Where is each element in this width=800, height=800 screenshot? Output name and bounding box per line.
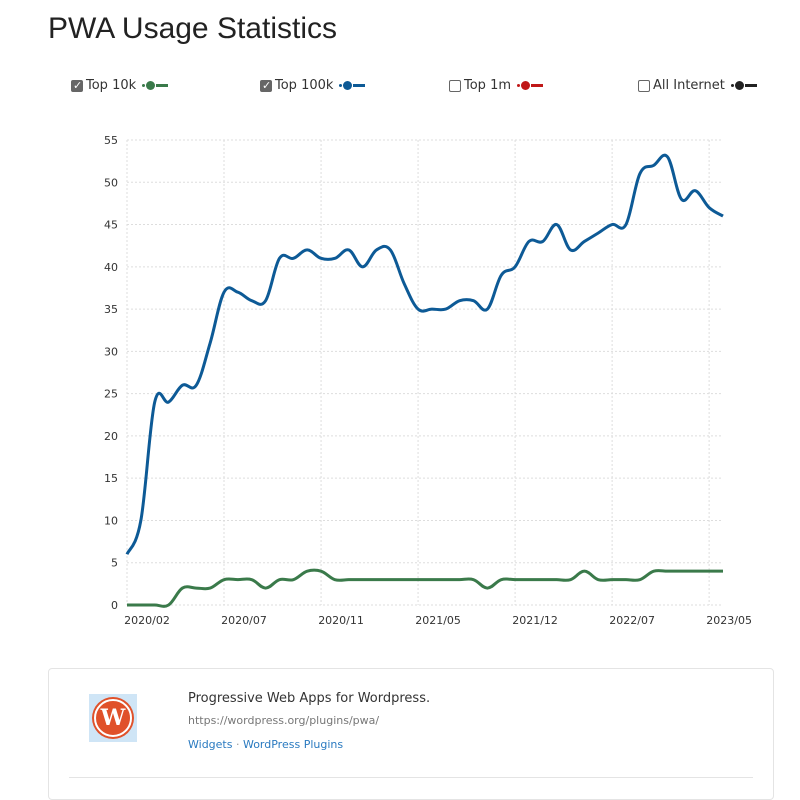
legend-swatch-icon [142,81,169,90]
usage-chart: 0 5 10 15 20 25 30 35 40 45 50 55 2020/02 2020/07 2020… [104,134,752,627]
wordpress-logo: W [89,694,137,742]
legend-item[interactable]: Top 1m [449,78,544,93]
legend-label: Top 100k [275,78,334,93]
x-tick-label: 2022/07 [609,614,655,627]
y-tick-label: 40 [104,261,118,274]
plugin-card: W Progressive Web Apps for Wordpress. ht… [48,668,774,800]
x-tick-label: 2021/12 [512,614,558,627]
x-tick-label: 2023/05 [706,614,752,627]
plugin-url: https://wordpress.org/plugins/pwa/ [188,714,380,727]
x-tick-label: 2020/02 [124,614,170,627]
x-tick-label: 2021/05 [415,614,461,627]
y-tick-label: 25 [104,388,118,401]
divider [69,777,753,778]
y-tick-label: 10 [104,514,118,527]
legend-swatch-icon [730,81,757,90]
y-tick-label: 30 [104,345,118,358]
series-line-top-10k [127,568,723,608]
legend-item[interactable]: All Internet [638,78,757,93]
y-tick-label: 0 [111,599,118,612]
y-tick-label: 5 [111,557,118,570]
legend-item[interactable]: Top 10k [71,78,169,93]
y-tick-label: 45 [104,219,118,232]
legend-item[interactable]: Top 100k [260,78,366,93]
tag-link[interactable]: WordPress Plugins [242,738,344,751]
plugin-title: Progressive Web Apps for Wordpress. [188,691,431,706]
legend-swatch-icon [517,81,544,90]
y-tick-label: 15 [104,472,118,485]
legend-label: All Internet [653,78,725,93]
legend-label: Top 10k [86,78,137,93]
page-title: PWA Usage Statistics [48,12,337,45]
legend-swatch-icon [339,81,366,90]
legend-label: Top 1m [464,78,512,93]
tag-link[interactable]: Widgets [188,738,233,751]
x-tick-label: 2020/07 [221,614,267,627]
y-tick-label: 55 [104,134,118,147]
x-tick-label: 2020/11 [318,614,364,627]
y-tick-label: 20 [104,430,118,443]
y-tick-label: 35 [104,303,118,316]
series-line-top-100k [125,153,724,555]
legend-checkbox[interactable] [260,79,272,92]
legend-checkbox[interactable] [638,79,650,92]
legend-checkbox[interactable] [71,79,83,92]
legend-checkbox[interactable] [449,79,461,92]
y-tick-label: 50 [104,176,118,189]
plugin-tags: Widgets · WordPress Plugins [188,738,344,751]
